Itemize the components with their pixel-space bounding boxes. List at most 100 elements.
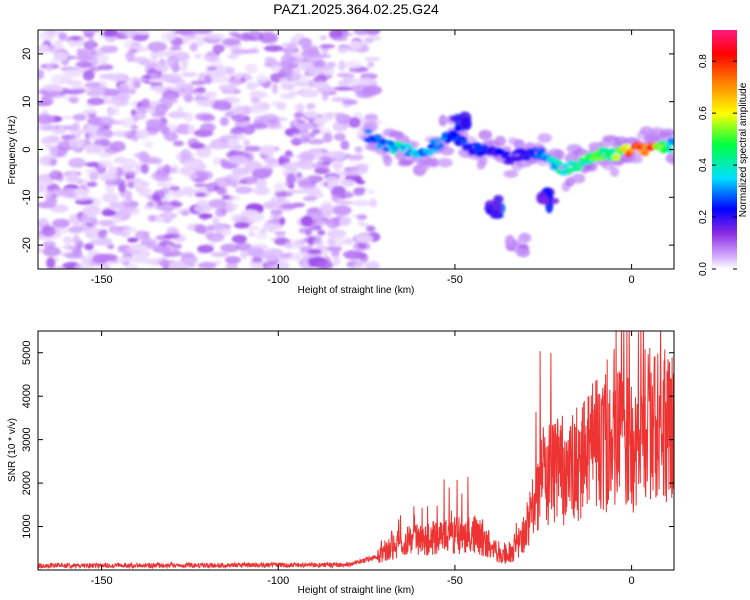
noise-blob [180,148,192,160]
noise-blob [68,157,86,169]
noise-blob [203,51,219,62]
noise-blob [327,236,346,248]
ridge-segment [590,157,598,162]
noise-blob [98,33,106,39]
noise-blob [123,39,137,50]
noise-blob [251,256,263,263]
noise-blob [98,229,107,239]
noise-blob [161,31,174,42]
noise-blob [183,160,202,170]
side-feature-blob [489,209,499,219]
noise-blob [189,42,198,52]
noise-blob [116,210,131,219]
spec-y-tick-label: 20 [21,48,33,60]
noise-blob [181,59,189,68]
side-feature-blob [493,195,504,204]
noise-blob [118,84,129,92]
noise-blob [308,132,316,138]
noise-blob [208,199,227,209]
ridge-segment [375,144,383,150]
noise-blob [210,251,230,258]
noise-blob [286,84,295,91]
noise-blob [328,150,347,160]
noise-blob [247,211,265,223]
noise-blob [354,187,366,193]
spec-x-tick-label: -100 [267,274,289,286]
noise-blob [42,83,61,92]
noise-blob [153,65,170,72]
noise-blob [265,57,277,66]
noise-blob [190,80,206,86]
noise-blob [344,60,362,70]
noise-blob [120,231,131,238]
noise-blob [340,140,350,151]
noise-blob [38,69,45,80]
noise-blob [150,50,159,61]
noise-blob [162,50,178,57]
noise-blob [293,33,305,39]
ridge-segment [523,155,531,161]
noise-blob [327,182,334,191]
noise-blob [144,157,163,164]
side-feature-blob [461,117,472,131]
noise-blob [62,244,78,250]
noise-blob [299,89,319,98]
noise-blob [112,130,132,137]
spec-y-tick-label: 0 [21,146,33,152]
noise-blob [291,73,309,83]
noise-blob [231,204,239,210]
noise-blob [298,227,305,234]
spec-y-tick-label: -10 [21,189,33,205]
noise-blob [73,234,80,245]
ridge-halo [437,158,453,168]
noise-blob [226,54,238,59]
noise-blob [276,101,287,111]
noise-blob [300,261,310,269]
noise-blob [125,51,135,63]
noise-blob [255,74,269,84]
noise-blob [197,170,214,181]
noise-blob [312,61,326,68]
noise-blob [357,242,368,250]
noise-blob [168,60,175,66]
ridge-segment [640,149,650,157]
ridge-segment [438,142,444,149]
noise-blob [332,121,348,132]
noise-blob [333,36,348,42]
noise-blob [293,104,302,111]
noise-blob [300,134,309,144]
noise-blob [362,85,382,96]
noise-blob [63,68,82,78]
noise-blob [50,159,57,167]
side-feature-blob [541,195,550,205]
ridge-halo [440,146,455,156]
noise-blob [193,183,208,188]
noise-blob [359,253,369,263]
spectrogram-marks [38,30,674,269]
noise-blob [248,231,255,237]
noise-blob [231,234,247,244]
ridge-halo [537,133,552,143]
spec-y-tick-label: 10 [21,96,33,108]
noise-blob [151,194,161,202]
noise-blob [117,158,136,166]
ridge-halo [399,158,415,165]
noise-blob [256,91,268,99]
noise-blob [366,35,382,41]
noise-blob [129,56,149,63]
noise-blob [195,87,206,93]
noise-blob [240,248,249,260]
noise-blob [322,132,333,143]
noise-blob [146,118,163,127]
noise-blob [38,246,43,254]
noise-blob [70,36,81,41]
noise-blob [330,185,346,197]
noise-blob [313,75,328,84]
noise-blob [344,190,352,199]
noise-blob [335,200,355,205]
noise-blob [360,76,373,88]
ridge-segment [562,163,569,168]
noise-blob [288,90,304,96]
noise-blob [181,186,195,196]
noise-blob [64,252,84,259]
